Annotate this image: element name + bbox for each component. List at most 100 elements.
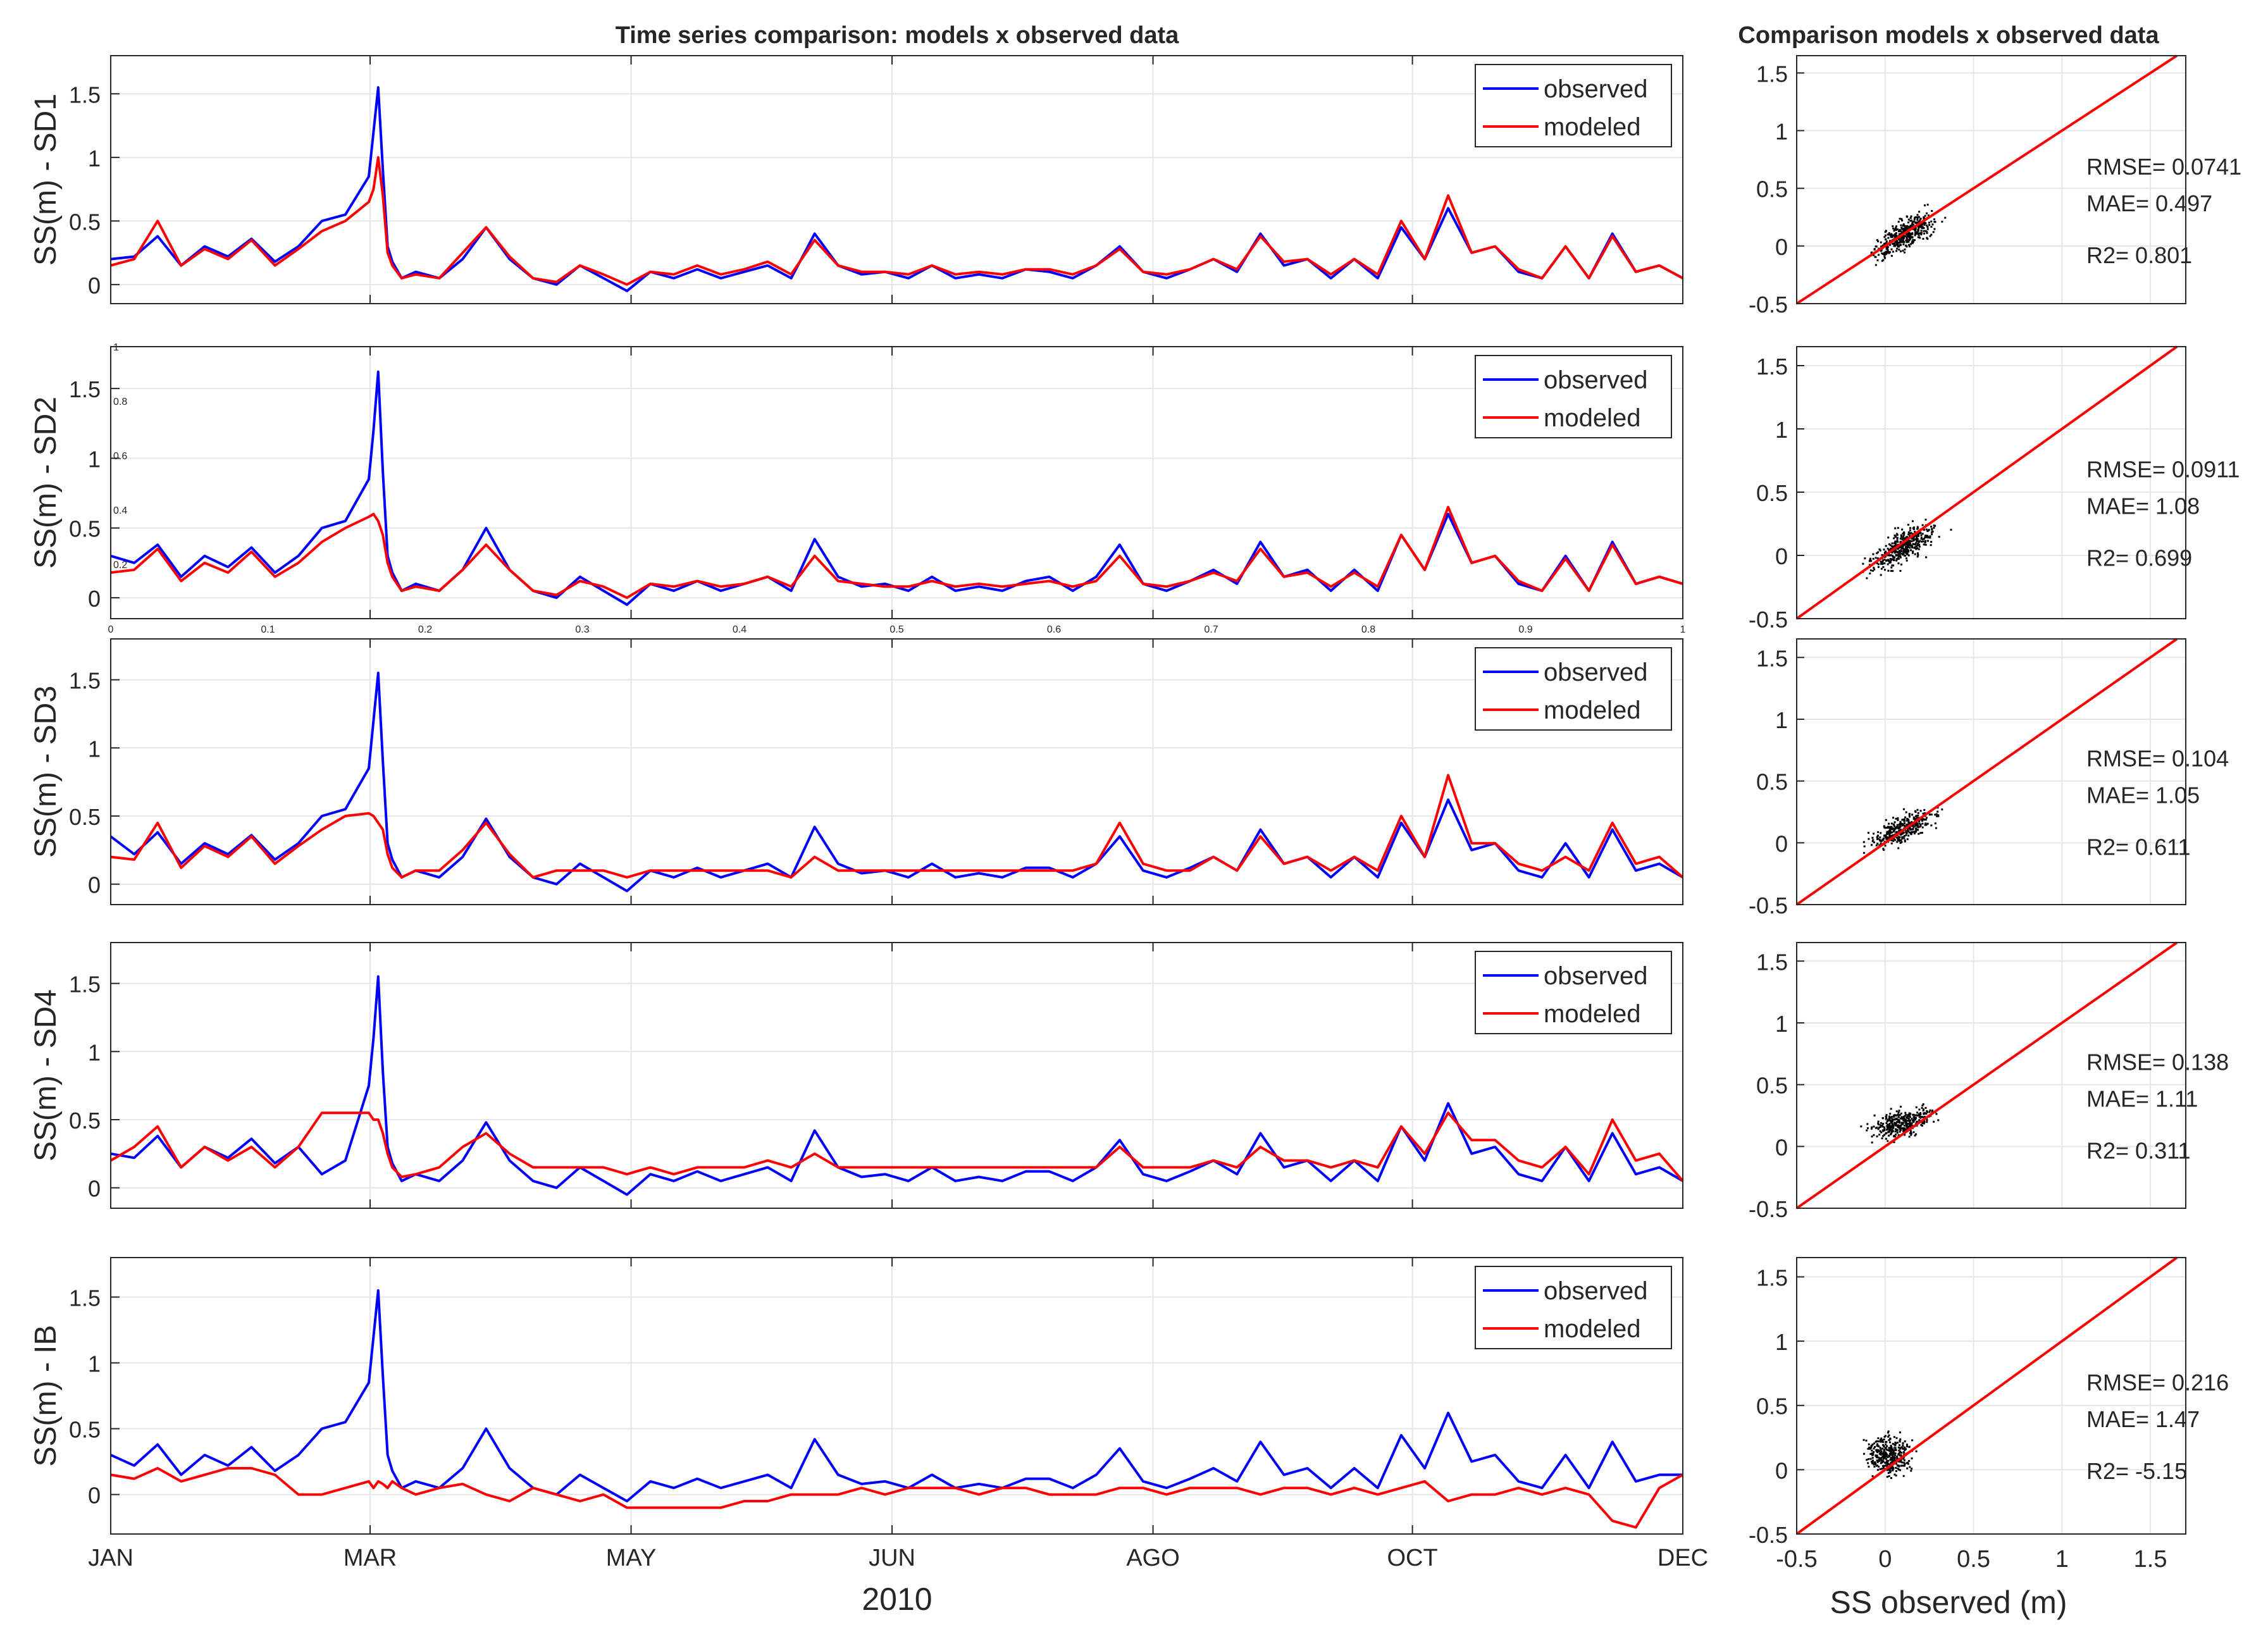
scatter-point (1863, 845, 1866, 848)
scatter-point (1914, 546, 1916, 548)
scatter-point (1917, 532, 1919, 535)
scatter-point (1904, 1128, 1906, 1130)
scatter-point (1908, 815, 1911, 818)
scatter-point (1893, 1114, 1896, 1117)
xtick-label: 1 (2055, 1546, 2069, 1573)
scatter-point (1895, 1110, 1898, 1113)
scatter-point (1915, 827, 1918, 829)
scatter-point (1909, 235, 1912, 237)
scatter-point (1893, 1447, 1896, 1449)
scatter-point (1876, 1461, 1879, 1463)
ytick-label: -0.5 (1749, 292, 1788, 318)
scatter-point (1907, 1120, 1909, 1122)
observed-series-line (109, 671, 1684, 893)
scatter-point (1880, 1124, 1882, 1127)
scatter-point (1911, 813, 1914, 816)
scatter-point (1917, 554, 1919, 556)
axes-box (1796, 346, 2186, 619)
scatter-point (1883, 256, 1886, 258)
scatter-point (1877, 838, 1880, 840)
scatter-point (1890, 236, 1892, 238)
scatter-point (1900, 224, 1902, 226)
scatter-point (1880, 1452, 1883, 1455)
scatter-point (1892, 1442, 1894, 1445)
scatter-point (1878, 1440, 1880, 1442)
scatter-point (1885, 1452, 1887, 1454)
axes-box (1796, 1257, 2186, 1535)
scatter-point (1921, 831, 1923, 834)
ytick-label: 1.5 (1756, 1265, 1788, 1290)
scatter-point (1927, 536, 1930, 538)
scatter-point (1912, 831, 1914, 833)
scatter-point (1883, 559, 1886, 561)
mae-label: MAE= 1.11 (2086, 1086, 2198, 1112)
scatter-point (1911, 225, 1914, 228)
ytick-label: 1 (88, 1039, 101, 1065)
modeled-series-line (109, 1111, 1684, 1182)
scatter-point (1897, 819, 1899, 821)
scatter-point (1881, 1447, 1884, 1450)
scatter-point (1902, 536, 1904, 539)
scatter-point (1909, 832, 1912, 835)
scatter-point (1902, 1475, 1905, 1477)
identity-line (1795, 54, 2178, 305)
scatter-point (1893, 1135, 1895, 1138)
ytick-label: -0.5 (1749, 1196, 1788, 1222)
scatter-point (1916, 822, 1918, 825)
observed-series-line (110, 1289, 1683, 1502)
scatter-point (1910, 531, 1912, 534)
scatter-point (1894, 1441, 1897, 1444)
scatter-point (1892, 570, 1894, 572)
ytick-label: 0 (1775, 234, 1788, 260)
scatter-point (1885, 1435, 1887, 1437)
scatter-point (1892, 1467, 1895, 1469)
scatter-point (1882, 559, 1885, 562)
scatter-point (1862, 562, 1864, 565)
scatter-point (1876, 557, 1879, 560)
scatter-point (1925, 535, 1928, 537)
scatter-point (1886, 1456, 1888, 1458)
scatter-point (1880, 1131, 1883, 1134)
scatter-point (1903, 1459, 1905, 1461)
scatter-point (1887, 1435, 1890, 1438)
scatter-point (1911, 223, 1913, 226)
legend: observed modeled (1475, 647, 1672, 731)
scatter-point (1887, 1430, 1890, 1433)
scatter-point (1881, 1129, 1884, 1132)
scatter-point (1890, 1454, 1892, 1456)
scatter-point (1878, 1123, 1880, 1126)
scatter-point (1888, 834, 1891, 836)
scatter-point (1920, 818, 1923, 820)
scatter-point (1871, 1457, 1874, 1459)
axes-box (110, 942, 1683, 1209)
scatter-point (1902, 540, 1905, 542)
scatter-point (1925, 823, 1928, 826)
scatter-point (1905, 1122, 1907, 1124)
scatter-point (1926, 535, 1929, 537)
scatter-point (1897, 1113, 1899, 1116)
scatter-point (1883, 1457, 1885, 1460)
scatter-point (1887, 826, 1889, 828)
scatter-point (1897, 228, 1899, 231)
scatter-point (1902, 1122, 1905, 1124)
scatter-point (1914, 1114, 1916, 1117)
scatter-point (1907, 218, 1910, 221)
scatter-point (1902, 552, 1905, 555)
scatter-point (1898, 829, 1900, 832)
scatter-point (1867, 832, 1869, 834)
scatter-point (1924, 822, 1927, 825)
scatter-point (1900, 1459, 1902, 1462)
scatter-point (1894, 1449, 1897, 1451)
scatter-point (1909, 233, 1911, 235)
scatter-point (1905, 236, 1908, 238)
scatter-point (1875, 1440, 1877, 1443)
scatter-point (1894, 1444, 1897, 1447)
r2-label: R2= 0.611 (2086, 834, 2190, 860)
ytick-label: 1 (88, 446, 101, 472)
scatter-point (1886, 836, 1888, 839)
scatter-point (1860, 1125, 1862, 1128)
scatter-point (1871, 840, 1874, 843)
scatter-point (1923, 232, 1926, 235)
scatter-point (1900, 226, 1903, 229)
scatter-point (1916, 231, 1919, 233)
